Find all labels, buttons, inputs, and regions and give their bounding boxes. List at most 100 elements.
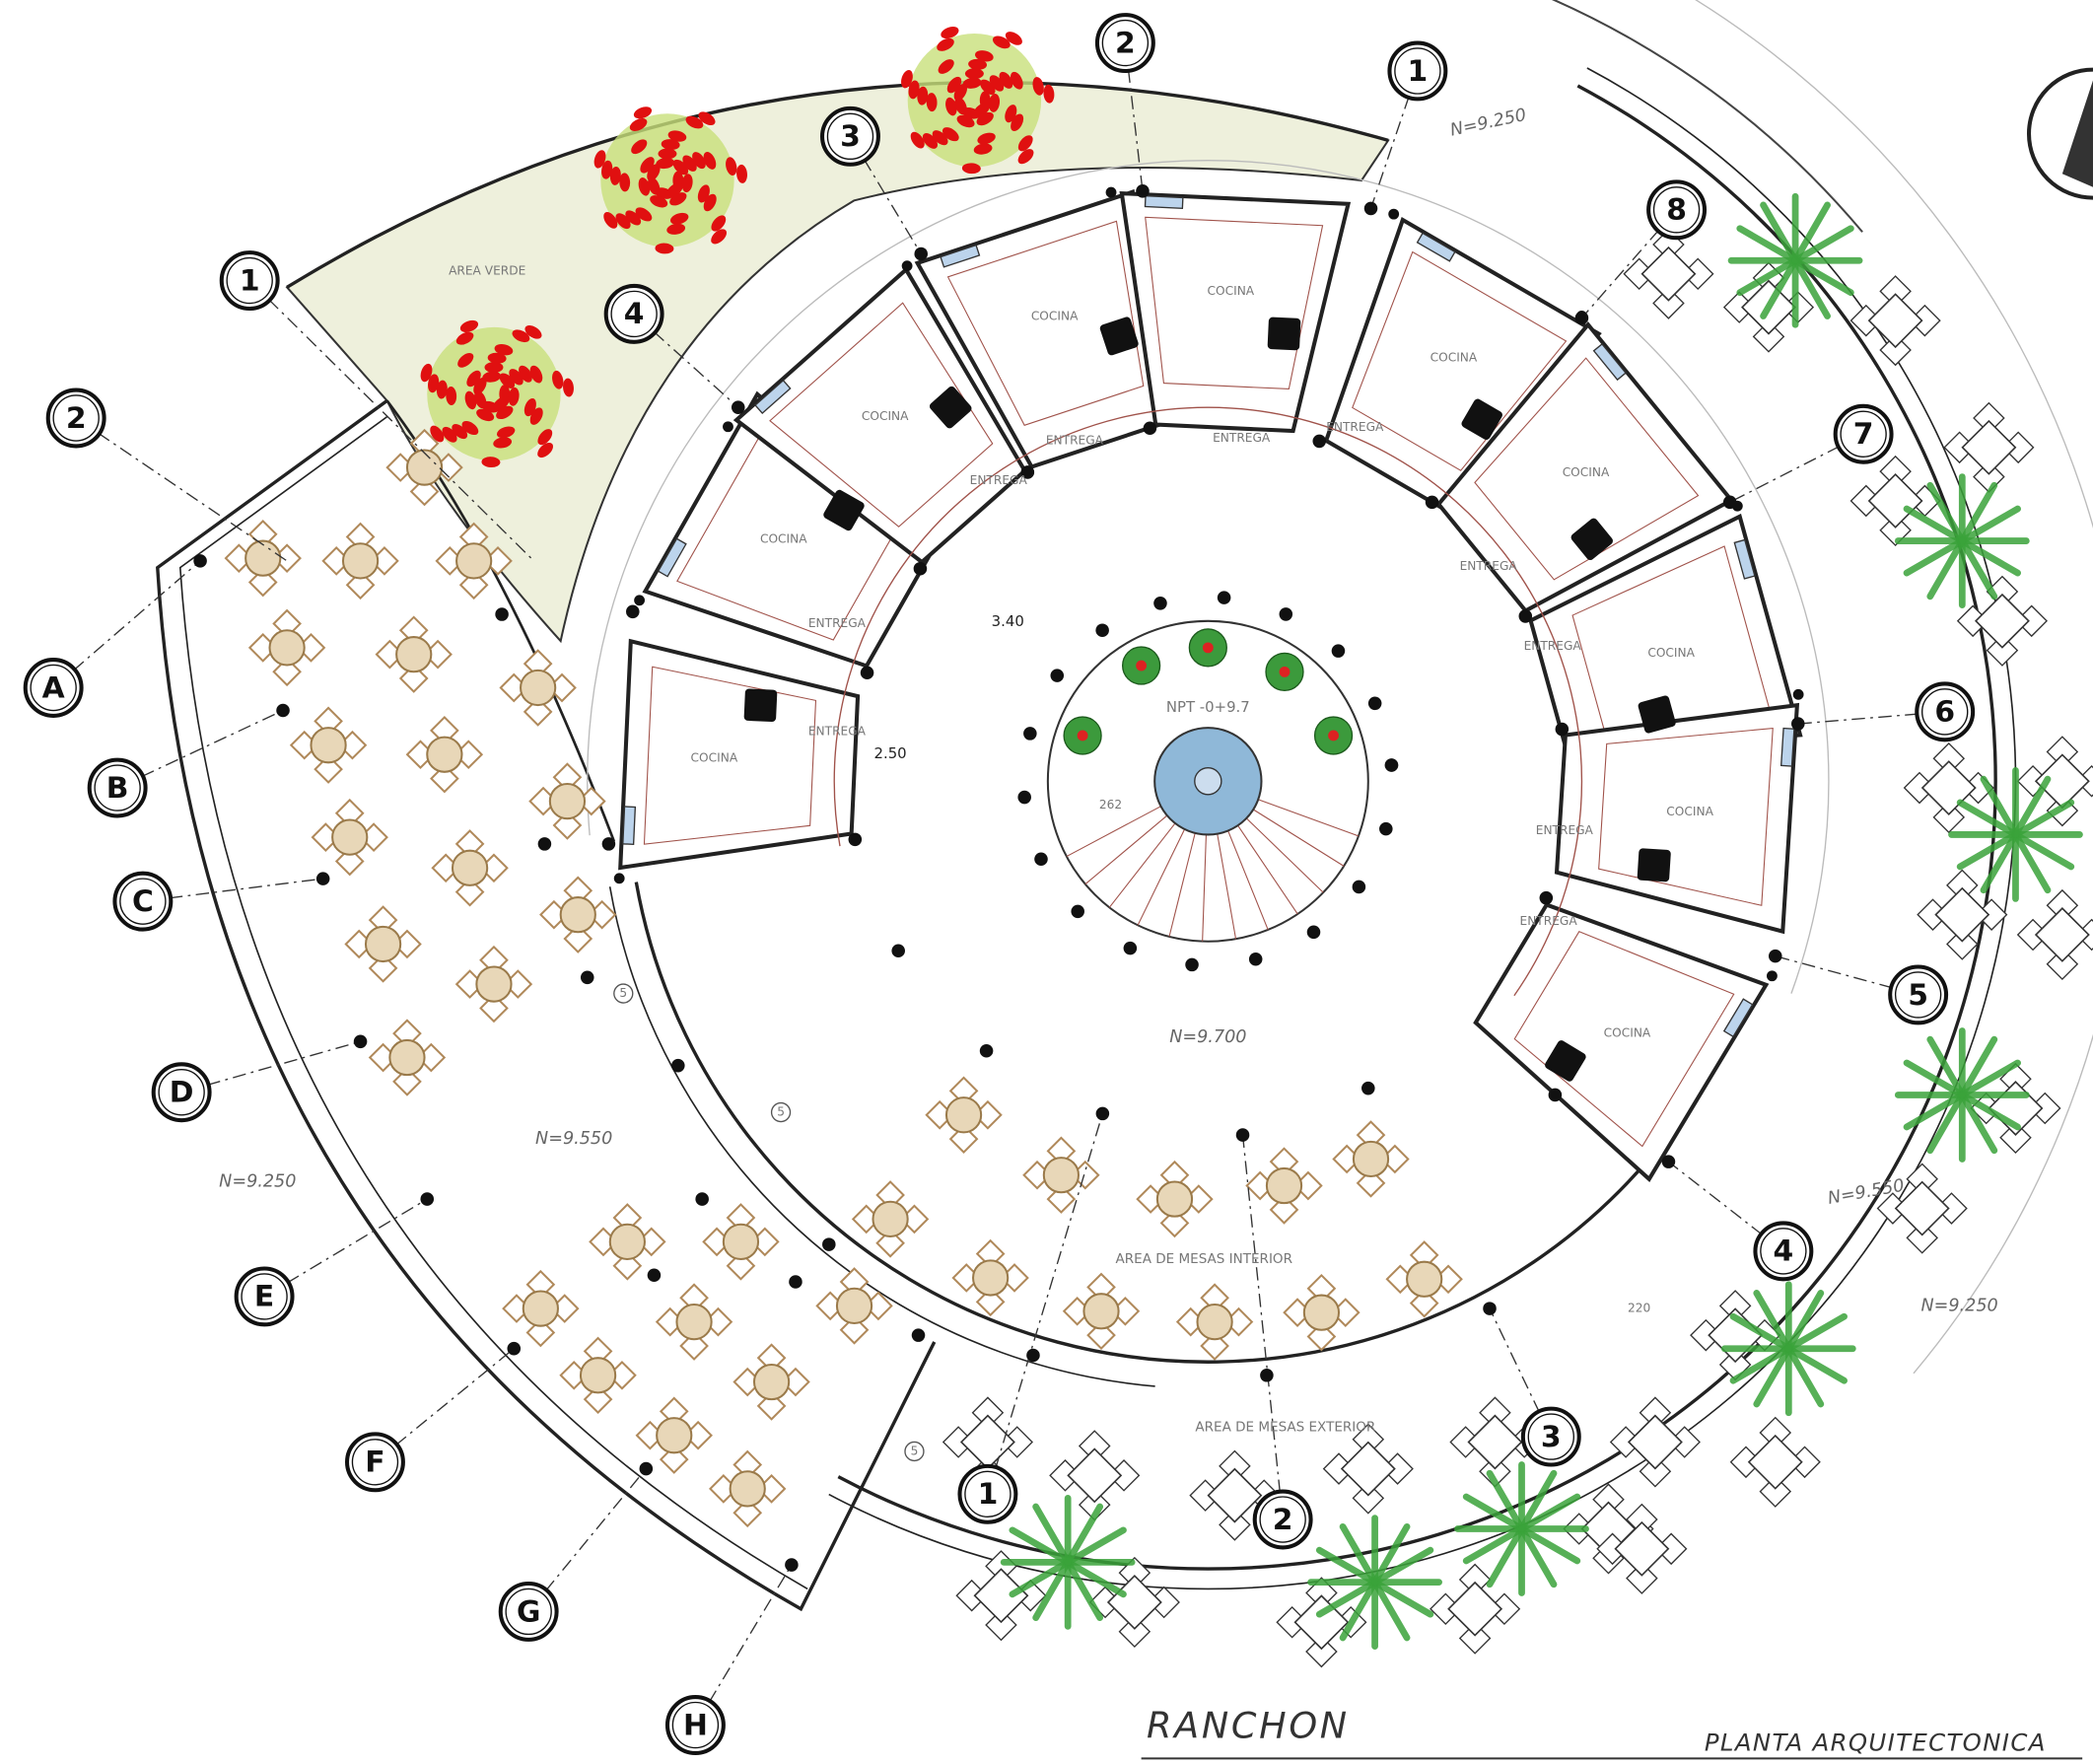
chair [1458, 1622, 1492, 1655]
palm-frond [1926, 1035, 1966, 1098]
flower [922, 133, 939, 149]
flower [593, 150, 606, 169]
dimension: 3.40 [992, 612, 1024, 630]
bubble-ring [119, 878, 167, 925]
section-mark-label: 5 [777, 1105, 785, 1119]
flower [457, 353, 474, 368]
square-table [1614, 1520, 1670, 1577]
axis-line [1369, 70, 1419, 209]
round-table [872, 1200, 909, 1237]
chair [1433, 1264, 1463, 1295]
palm-frond [1315, 1546, 1378, 1587]
chair [1986, 634, 2019, 667]
chair [1380, 1144, 1410, 1174]
hall-wall [608, 886, 1155, 1387]
chair [392, 1019, 422, 1049]
palm-frond [1462, 1493, 1525, 1532]
column [891, 944, 905, 957]
grid-bubble: 8 [1646, 179, 1708, 241]
column [1574, 311, 1589, 325]
shrub-center [1202, 642, 1214, 654]
delivery-label: ENTREGA [808, 725, 867, 739]
chair [289, 730, 319, 760]
section-mark-label: 5 [619, 986, 627, 1000]
chair [1946, 869, 1979, 902]
palm-frond [1958, 1092, 1998, 1155]
chair [709, 1474, 738, 1504]
column [1425, 495, 1439, 510]
palm-frond [1903, 537, 1966, 577]
flower [658, 148, 677, 160]
flower [482, 371, 502, 383]
chair [368, 905, 398, 935]
flower [603, 212, 618, 229]
round-table [1155, 1180, 1194, 1218]
chair [2015, 604, 2048, 638]
stove [1461, 398, 1502, 440]
chair [1159, 1208, 1190, 1238]
flower [455, 331, 474, 345]
round-table [1082, 1293, 1120, 1330]
flower [496, 405, 514, 420]
column [1539, 890, 1554, 905]
axis-line [1668, 1161, 1784, 1252]
chair [1245, 1170, 1275, 1201]
palm-frond [1064, 1558, 1104, 1622]
flower [1005, 32, 1022, 45]
flower [932, 130, 948, 146]
chair [1722, 291, 1756, 323]
stair-line [1084, 812, 1170, 885]
bubble-ring [664, 1695, 726, 1755]
level-label: N=9.250 [219, 1171, 296, 1191]
flower [650, 195, 668, 208]
flower [667, 130, 687, 142]
column [1071, 904, 1084, 919]
flower [682, 155, 697, 172]
chair [499, 672, 529, 703]
square-table [1961, 419, 2017, 475]
square-table [1467, 1414, 1523, 1470]
chair [1668, 1426, 1701, 1458]
chair [1752, 320, 1785, 353]
flower [976, 111, 994, 126]
flower [711, 215, 727, 232]
section-mark [904, 1441, 925, 1462]
square-table [1106, 1575, 1162, 1630]
sink [1779, 727, 1795, 767]
stove [1267, 317, 1301, 351]
level-label: N=9.250 [1448, 106, 1528, 141]
delivery-label: ENTREGA [1536, 823, 1594, 837]
palm-frond [1064, 1558, 1127, 1598]
chair [899, 1204, 930, 1235]
chair [1352, 1482, 1385, 1515]
chair [955, 1579, 988, 1612]
palm-frond [1926, 481, 1966, 544]
flower [937, 37, 954, 51]
flower [1017, 149, 1034, 165]
kitchen-label: COCINA [691, 751, 738, 765]
chair [1623, 257, 1655, 291]
bubble-ring [498, 1581, 559, 1642]
palm-frond [1064, 1526, 1127, 1566]
grid-bubble: A [23, 658, 84, 718]
round-table [548, 782, 587, 820]
kitchen-label: COCINA [1666, 805, 1713, 818]
chair [483, 546, 513, 576]
bubble-ring [219, 250, 280, 312]
chair [1479, 1396, 1511, 1429]
column [193, 554, 207, 568]
chair [409, 428, 440, 459]
bubble-label: C [132, 884, 154, 919]
palm-frond [1956, 799, 2019, 838]
palm-frond [1371, 1579, 1411, 1642]
flower [563, 378, 574, 397]
chair [655, 1306, 685, 1337]
chair [547, 672, 577, 703]
kitchen-label: COCINA [1430, 351, 1478, 365]
kitchen-counter [1474, 357, 1700, 581]
chair [539, 899, 569, 930]
bubble-ring [1646, 179, 1708, 241]
palm-frond [1339, 1579, 1378, 1642]
stove [929, 386, 972, 429]
square-table [959, 1414, 1015, 1470]
